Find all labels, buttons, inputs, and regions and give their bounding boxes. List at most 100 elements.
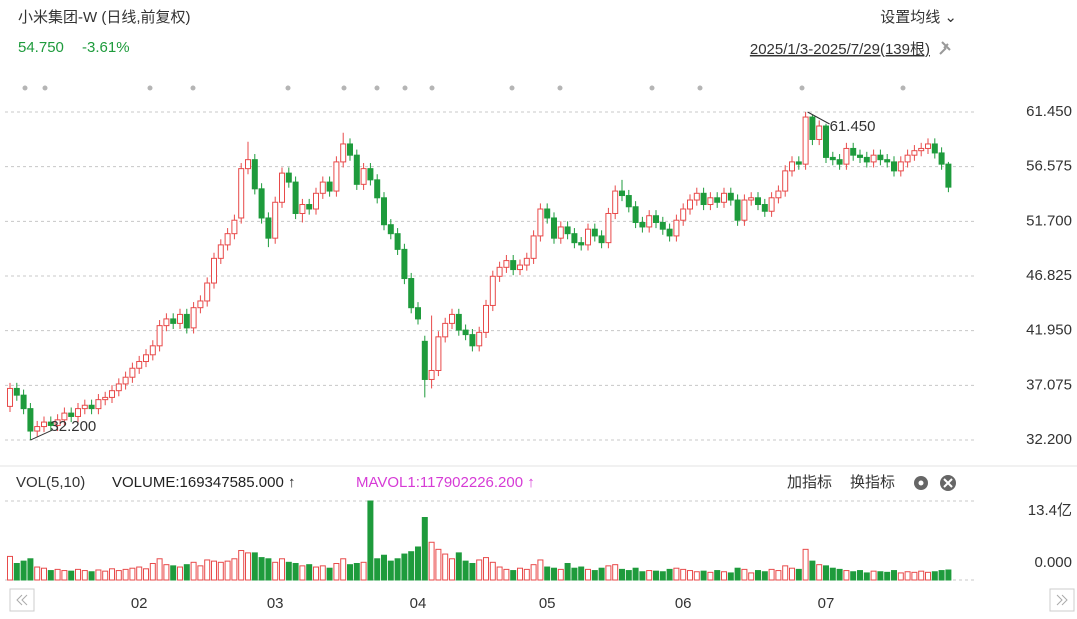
volume-bar [877,571,884,581]
candle-body [163,318,170,327]
candle-body [707,197,714,206]
volume-bar [455,552,462,581]
candle-body [503,260,510,268]
volume-bar [326,567,333,581]
add-indicator[interactable]: 加指标 [787,474,832,491]
candle-body [850,147,857,156]
volume-bar [714,570,721,581]
close-icon[interactable] [940,475,956,491]
candle-body [612,190,619,214]
candle-body [904,154,911,163]
volume-bar [360,561,367,581]
volume-bar [510,570,517,581]
volume-bar [306,564,313,581]
candle-body [714,197,721,203]
candle-body [81,404,88,410]
volume-bar [884,571,891,581]
candle-body [27,408,34,432]
volume-bar [340,558,347,581]
volume-bar [54,568,61,581]
volume-bar [897,572,904,581]
candle-body [455,313,462,331]
volume-bar [931,571,938,581]
candle-body [680,208,687,221]
candle-body [891,161,897,172]
candle-body [170,318,177,324]
candle-body [489,275,496,306]
candle-body [571,233,578,244]
candle-body [646,215,653,228]
candle-body [47,421,54,426]
volume-bar [122,568,129,581]
volume-bar [761,571,768,581]
volume-bar [387,560,394,581]
volume-bar [653,570,659,581]
volume-bar [564,562,571,581]
candle-body [496,266,503,277]
min-arrow [30,429,53,441]
candle-body [530,235,537,259]
candle-body [245,159,251,170]
volume-bar [129,567,136,581]
ma-settings[interactable]: 设置均线 ⌄ [880,9,957,26]
volume-bar [857,570,863,581]
volume-bar [659,571,666,581]
candle-body [476,331,483,347]
volume-bar [904,571,911,581]
candle-body [204,282,211,302]
volume-bar [571,567,578,581]
volume-bar [435,548,442,581]
candle-body [585,228,591,246]
volume-bar [224,560,231,581]
volume-bar [789,567,795,581]
scroll-right[interactable] [1049,588,1075,612]
candle-body [353,154,360,185]
volume-bar [925,571,931,581]
volume-bar [102,570,109,581]
volume-bar [469,562,476,581]
volume-bar [891,570,897,581]
candle-body [340,143,347,163]
candle-body [224,233,231,246]
volume-bar [503,568,510,581]
volume-bar [850,571,857,581]
candle-body [238,168,245,219]
candle-body [836,159,843,165]
candle-body [367,168,374,181]
volume-bar [551,567,557,581]
volume-bar [748,572,755,581]
volume-bar [7,555,13,581]
switch-indicator[interactable]: 换指标 [850,474,895,491]
candle-body [442,322,449,338]
volume-bar [204,559,211,581]
candle-body [387,224,394,235]
candle-body [408,278,415,309]
volume-bar [394,558,401,581]
volume-bar [238,550,245,581]
candle-body [544,208,551,219]
volume-bar [707,571,714,581]
date-range[interactable]: 2025/1/3-2025/7/29(139根) [750,41,930,58]
x-tick-label: 02 [131,595,148,612]
scroll-left[interactable] [9,588,35,612]
volume-bar [211,560,217,581]
volume-bar [727,572,734,581]
candle-body [190,307,197,329]
gear-icon[interactable] [914,476,928,490]
volume-bar [374,558,381,581]
volume-legend: VOLUME:169347585.000 ↑ [112,474,295,491]
volume-bar [88,571,95,581]
candle-body [605,212,612,244]
candle-body [918,147,925,152]
candle-body [816,125,823,140]
volume-bar [81,570,88,581]
volume-bar [517,567,523,581]
pin-icon[interactable] [939,41,951,55]
volume-bar [782,565,789,581]
candle-body [129,367,136,378]
y-tick-label: 51.700 [1026,212,1072,229]
candle-body [197,300,204,309]
volume-bar [721,571,727,581]
candle-body [727,192,734,201]
candle-body [693,192,700,201]
